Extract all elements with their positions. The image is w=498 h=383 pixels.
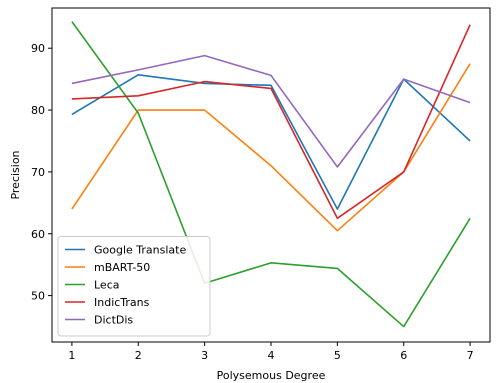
legend: Google Translate mBART-50 Leca IndicTrans Di… bbox=[57, 236, 211, 337]
y-axis: 50 60 70 80 90 bbox=[31, 42, 52, 303]
y-tick-label: 60 bbox=[31, 228, 45, 241]
legend-entry: mBART-50 bbox=[94, 261, 150, 274]
y-tick-label: 80 bbox=[31, 104, 45, 117]
series-line-5 bbox=[71, 54, 471, 168]
x-axis: 1 2 3 4 5 6 7 bbox=[68, 342, 474, 362]
y-tick-label: 50 bbox=[31, 290, 45, 303]
series-layer bbox=[71, 21, 471, 328]
legend-entry: Leca bbox=[94, 279, 120, 292]
legend-entry: IndicTrans bbox=[94, 296, 150, 309]
x-tick-label: 2 bbox=[135, 349, 142, 362]
legend-entry: Google Translate bbox=[94, 244, 186, 257]
series-line-1 bbox=[71, 74, 471, 210]
series-line-4 bbox=[71, 24, 471, 220]
x-tick-label: 5 bbox=[334, 349, 341, 362]
x-tick-label: 7 bbox=[467, 349, 474, 362]
legend-entry: DictDis bbox=[94, 314, 133, 327]
legend-box bbox=[57, 236, 211, 337]
x-tick-label: 1 bbox=[68, 349, 75, 362]
series-line-3 bbox=[71, 21, 471, 328]
y-tick-label: 70 bbox=[31, 166, 45, 179]
x-tick-label: 3 bbox=[201, 349, 208, 362]
y-axis-label: Precision bbox=[9, 150, 22, 199]
x-tick-label: 4 bbox=[268, 349, 275, 362]
x-tick-label: 6 bbox=[400, 349, 407, 362]
x-axis-label: Polysemous Degree bbox=[217, 369, 326, 382]
y-tick-label: 90 bbox=[31, 42, 45, 55]
